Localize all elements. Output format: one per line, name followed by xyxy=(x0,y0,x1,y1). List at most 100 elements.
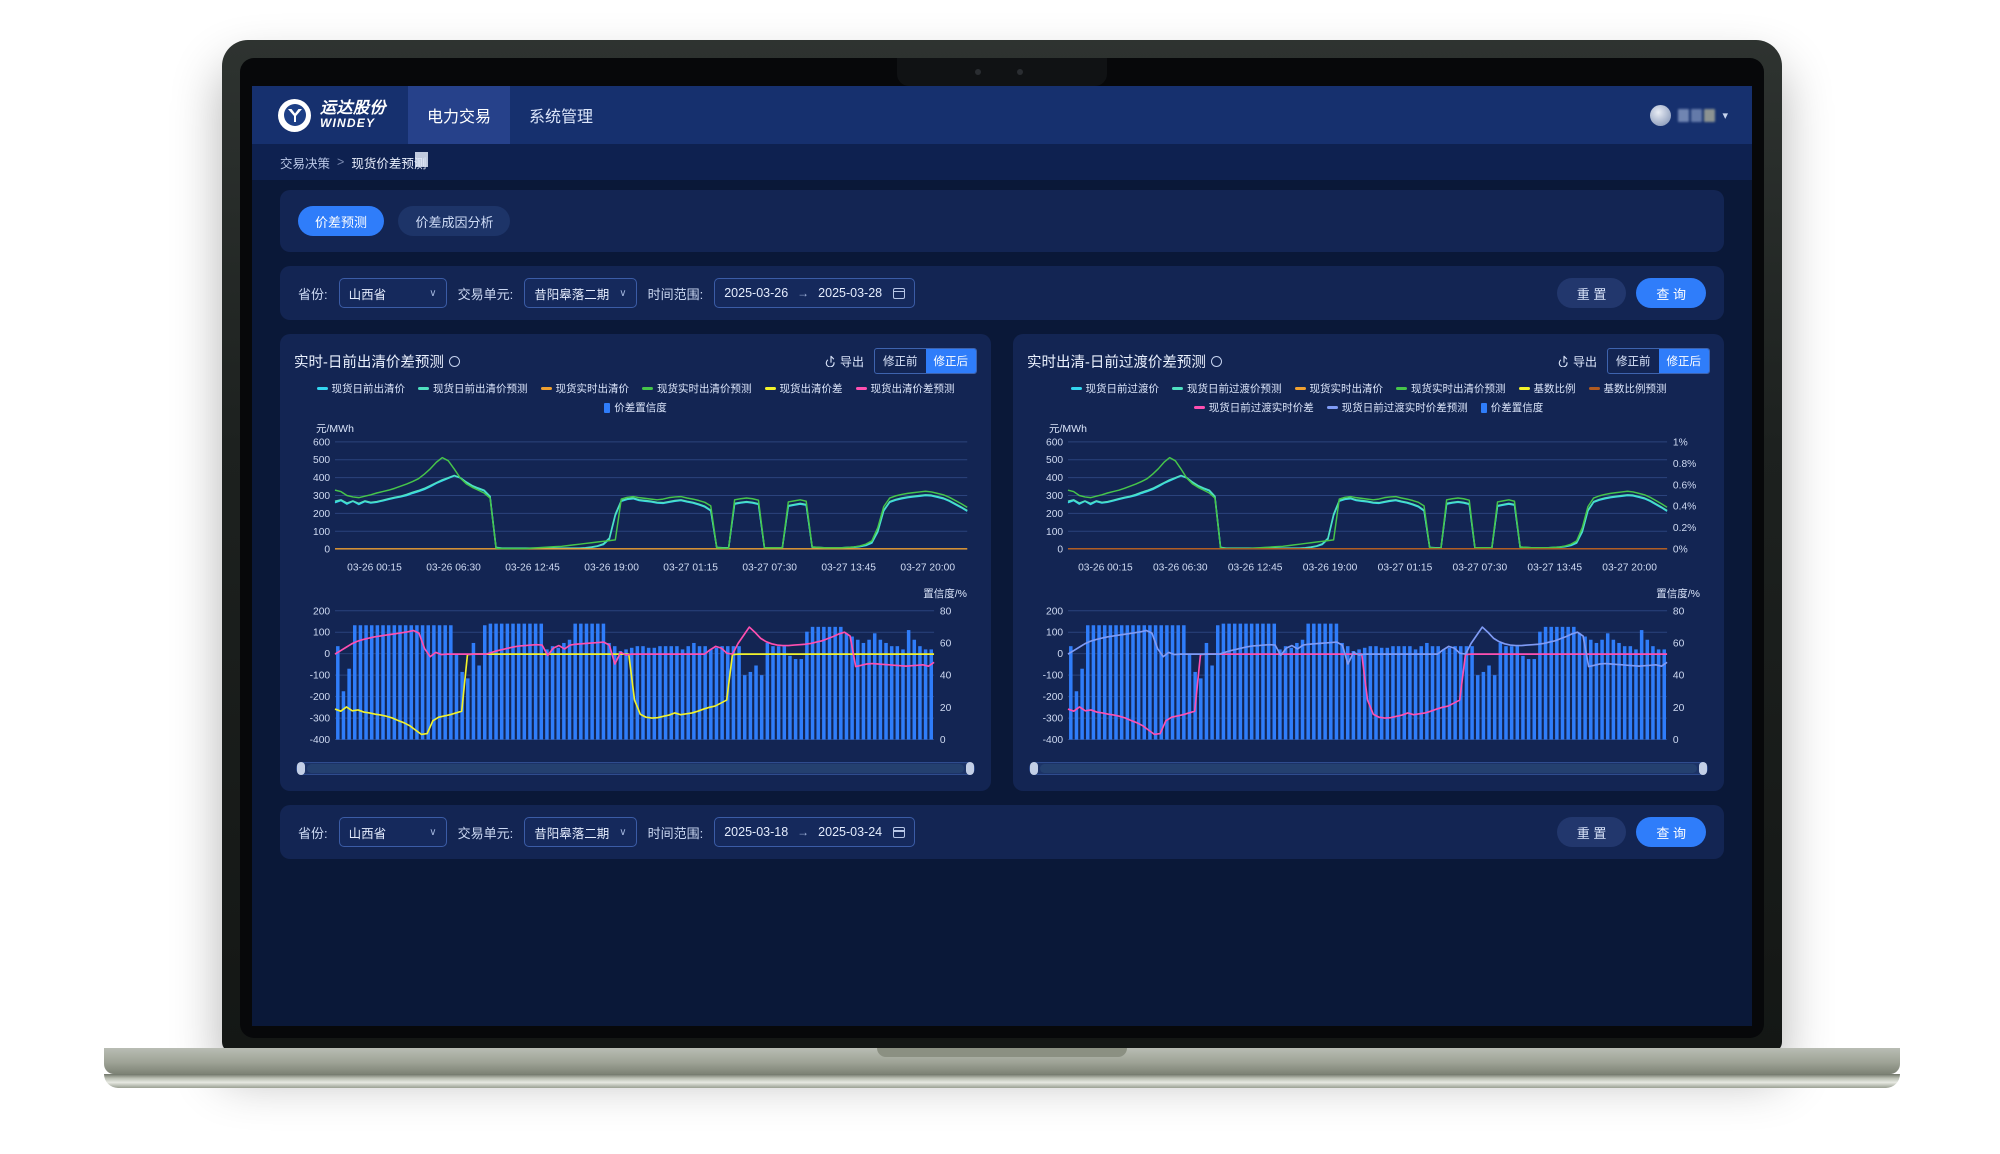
date-end[interactable]: 2025-03-28 xyxy=(818,286,883,300)
date-range-picker-bottom[interactable]: 2025-03-18 → 2025-03-24 xyxy=(714,817,916,848)
reset-button[interactable]: 重 置 xyxy=(1556,278,1627,308)
brand-name-cn: 运达股份 xyxy=(320,99,387,117)
legend-label: 基数比例 xyxy=(1533,383,1576,395)
slider-track xyxy=(1040,764,1697,774)
legend-item[interactable]: 现货出清价差预测 xyxy=(855,381,955,396)
svg-text:03-27 01:15: 03-27 01:15 xyxy=(1378,563,1433,574)
nav-item-power-trading[interactable]: 电力交易 xyxy=(408,86,511,144)
slider-handle-right[interactable] xyxy=(1699,762,1707,776)
app-root: 运达股份 WINDEY 电力交易 系统管理 ▾ xyxy=(252,86,1752,1026)
calendar-icon[interactable] xyxy=(893,287,906,299)
legend-item[interactable]: 现货实时出清价预测 xyxy=(642,381,752,396)
legend-swatch-icon xyxy=(1294,386,1306,391)
upper-line-chart-left: 0 100 200 300 400 500 600 03-26 00:15 03-26 06:3… xyxy=(313,437,968,574)
tab-price-spread-forecast[interactable]: 价差预测 xyxy=(298,206,385,236)
legend-item[interactable]: 基数比例 xyxy=(1518,381,1576,396)
chart-right-title: 实时出清-日前过渡价差预测 xyxy=(1027,354,1206,371)
svg-text:100: 100 xyxy=(1046,527,1063,538)
chart-right-lower-plot: -400 -300 -200 -100 0 100 200 0 20 40 60 80 xyxy=(1027,601,1710,757)
chevron-down-icon: ∨ xyxy=(429,287,437,299)
date-start[interactable]: 2025-03-26 xyxy=(724,286,789,300)
export-button-right[interactable]: 导出 xyxy=(1558,353,1597,370)
svg-text:03-26 06:30: 03-26 06:30 xyxy=(426,563,481,574)
time-range-label: 时间范围: xyxy=(647,825,704,841)
province-select[interactable]: 山西省 ∨ xyxy=(338,278,447,308)
breadcrumb-root[interactable]: 交易决策 xyxy=(280,156,331,171)
chart-left-scroll-slider[interactable] xyxy=(296,762,975,776)
seg-after-correction-right[interactable]: 修正后 xyxy=(1658,349,1709,373)
chart-right-confidence-unit: 置信度/% xyxy=(1656,588,1700,601)
nav-item-system-management[interactable]: 系统管理 xyxy=(529,109,594,126)
svg-text:300: 300 xyxy=(313,491,330,502)
user-menu[interactable]: ▾ xyxy=(1650,86,1728,144)
lower-bar-chart-left: -400 -300 -200 -100 0 100 200 0 20 40 60 80 xyxy=(310,607,952,747)
breadcrumb-separator: > xyxy=(337,155,345,169)
date-start[interactable]: 2025-03-18 xyxy=(724,825,789,840)
legend-item[interactable]: 现货日前出清价预测 xyxy=(418,381,528,396)
svg-text:03-26 00:15: 03-26 00:15 xyxy=(347,563,402,574)
filter-actions-bottom: 重 置 查 询 xyxy=(1556,817,1706,848)
slider-handle-left[interactable] xyxy=(1030,762,1038,776)
avatar xyxy=(1650,104,1672,126)
svg-text:-300: -300 xyxy=(310,714,331,725)
chevron-down-icon: ∨ xyxy=(619,826,627,838)
svg-text:03-26 12:45: 03-26 12:45 xyxy=(1228,563,1283,574)
seg-after-correction-left[interactable]: 修正后 xyxy=(925,349,976,373)
legend-item[interactable]: 现货日前出清价 xyxy=(316,381,405,396)
chart-left-lower-plot: -400 -300 -200 -100 0 100 200 0 20 40 60 80 xyxy=(294,601,977,757)
filter-bar-bottom: 省份: 山西省 ∨ 交易单元: 昔阳皋落二期 ∨ 时间范围: 2025-03-1… xyxy=(280,805,1724,860)
slider-handle-right[interactable] xyxy=(966,762,974,776)
legend-item[interactable]: 现货实时出清价预测 xyxy=(1396,381,1506,396)
lower-bar-chart-right: -400 -300 -200 -100 0 100 200 0 20 40 60 80 xyxy=(1043,607,1685,747)
legend-swatch-icon xyxy=(1396,386,1407,391)
brand-logo[interactable]: 运达股份 WINDEY xyxy=(252,98,408,132)
calendar-icon[interactable] xyxy=(893,826,906,839)
svg-text:60: 60 xyxy=(1673,639,1685,650)
svg-text:0.6%: 0.6% xyxy=(1673,480,1696,491)
date-end[interactable]: 2025-03-24 xyxy=(818,825,883,840)
legend-item[interactable]: 价差置信度 xyxy=(604,400,667,415)
laptop-lid: 运达股份 WINDEY 电力交易 系统管理 ▾ xyxy=(222,40,1782,1052)
seg-before-correction-left[interactable]: 修正前 xyxy=(883,356,918,368)
upper-line-chart-right: 0 100 200 300 400 500 600 0% 0.2% 0.4% 0.6% 0.8% 1% 0… xyxy=(1046,437,1696,574)
legend-item[interactable]: 价差置信度 xyxy=(1480,400,1543,415)
legend-label: 基数比例预测 xyxy=(1603,383,1667,395)
chart-right-tools: 导出 修正前 修正后 xyxy=(1558,348,1710,374)
legend-item[interactable]: 现货日前过渡价预测 xyxy=(1172,381,1282,396)
svg-text:0: 0 xyxy=(1057,650,1063,661)
trading-unit-select[interactable]: 昔阳皋落二期 ∨ xyxy=(524,278,637,308)
trading-unit-value: 昔阳皋落二期 xyxy=(534,287,610,302)
legend-swatch-icon xyxy=(540,386,552,391)
svg-text:80: 80 xyxy=(940,607,952,618)
svg-text:400: 400 xyxy=(1046,473,1063,484)
legend-item[interactable]: 现货日前过渡实时价差 xyxy=(1193,400,1314,415)
query-button-bottom[interactable]: 查 询 xyxy=(1636,817,1706,848)
legend-item[interactable]: 现货日前过渡价 xyxy=(1070,381,1159,396)
province-select-bottom[interactable]: 山西省 ∨ xyxy=(338,817,447,848)
date-range-picker[interactable]: 2025-03-26 → 2025-03-28 xyxy=(714,278,916,308)
reset-button-bottom[interactable]: 重 置 xyxy=(1556,817,1627,848)
info-icon[interactable] xyxy=(1210,355,1222,367)
legend-label: 现货出清价差预测 xyxy=(870,383,955,395)
legend-item[interactable]: 基数比例预测 xyxy=(1588,381,1667,396)
chevron-down-icon[interactable]: ▾ xyxy=(1722,109,1728,122)
svg-text:0.2%: 0.2% xyxy=(1673,523,1696,534)
seg-before-correction-right[interactable]: 修正前 xyxy=(1616,356,1651,368)
chart-panel-right: 实时出清-日前过渡价差预测 导出 xyxy=(1013,334,1724,792)
legend-item[interactable]: 现货出清价差 xyxy=(764,381,843,396)
tab-spread-cause-analysis[interactable]: 价差成因分析 xyxy=(398,206,511,236)
legend-item[interactable]: 现货实时出清价 xyxy=(540,381,629,396)
trading-unit-select-bottom[interactable]: 昔阳皋落二期 ∨ xyxy=(524,817,637,848)
slider-handle-left[interactable] xyxy=(297,762,305,776)
legend-item[interactable]: 现货日前过渡实时价差预测 xyxy=(1326,400,1468,415)
query-button[interactable]: 查 询 xyxy=(1636,278,1706,308)
export-button-left[interactable]: 导出 xyxy=(825,353,864,370)
legend-label: 现货实时出清价预测 xyxy=(1411,383,1506,395)
svg-text:-100: -100 xyxy=(310,671,331,682)
legend-item[interactable]: 现货实时出清价 xyxy=(1294,381,1383,396)
filter-bar-top: 省份: 山西省 ∨ 交易单元: 昔阳皋落二期 ∨ 时间范围: 2025-03-2… xyxy=(280,266,1724,320)
svg-text:-300: -300 xyxy=(1043,714,1064,725)
chart-right-scroll-slider[interactable] xyxy=(1029,762,1708,776)
info-icon[interactable] xyxy=(448,355,460,367)
svg-text:0: 0 xyxy=(1673,735,1679,746)
